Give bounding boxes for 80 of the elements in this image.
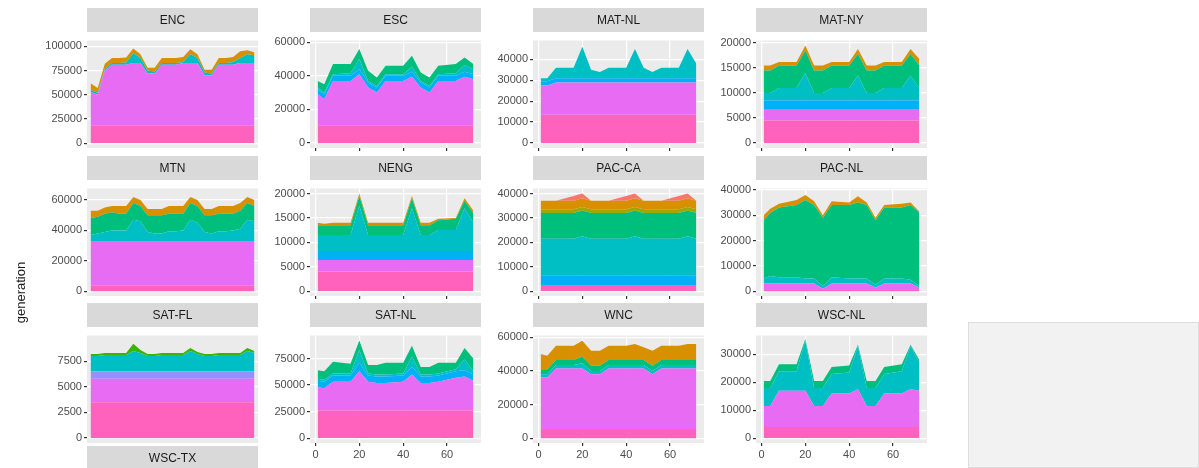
y-tick-label: 10000 — [720, 86, 751, 99]
y-tick-label: 20000 — [274, 102, 305, 115]
y-tick-label: 0 — [298, 284, 305, 297]
y-tick-label: 10000 — [274, 235, 305, 248]
y-tick-label: 30000 — [720, 208, 751, 221]
y-tick-label: 50000 — [274, 378, 305, 391]
chart-title: MAT-NY — [756, 8, 927, 32]
y-tick-label: 0 — [75, 284, 82, 297]
y-tick-label: 40000 — [497, 186, 528, 199]
y-tick-label: 0 — [521, 284, 528, 297]
y-tick-label: 5000 — [726, 111, 751, 124]
y-tick-label: 0 — [298, 136, 305, 148]
y-tick-label: 0 — [298, 431, 305, 444]
y-tick-label: 5000 — [57, 379, 82, 392]
chart-title: WSC-NL — [756, 303, 927, 327]
y-tick-label: 60000 — [274, 35, 305, 48]
y-tick-label: 15000 — [274, 210, 305, 223]
y-tick-label: 10000 — [497, 259, 528, 272]
y-tick-label: 5000 — [280, 259, 305, 272]
y-tick-label: 10000 — [497, 115, 528, 128]
y-tick-label: 60000 — [51, 193, 82, 206]
y-tick-label: 75000 — [51, 63, 82, 76]
y-tick-label: 60000 — [497, 330, 528, 343]
x-tick-label: 20 — [799, 447, 812, 460]
y-tick-label: 30000 — [720, 347, 751, 360]
y-tick-label: 50000 — [51, 87, 82, 100]
x-tick-label: 60 — [663, 447, 677, 460]
y-tick-label: 20000 — [720, 233, 751, 246]
chart-title: SAT-NL — [310, 303, 481, 327]
y-tick-label: 7500 — [57, 354, 82, 367]
text: WSC-TX — [87, 446, 258, 468]
chart-title: ESC — [310, 8, 481, 32]
y-tick-label: 0 — [75, 431, 82, 444]
y-tick-label: 40000 — [720, 182, 751, 195]
y-axis-title: generation — [12, 261, 28, 323]
y-tick-label: 30000 — [497, 73, 528, 86]
y-tick-label: 20000 — [51, 253, 82, 266]
y-tick-label: 25000 — [274, 404, 305, 417]
chart-title: MAT-NL — [533, 8, 704, 32]
x-tick-label: 0 — [758, 447, 765, 460]
x-tick-label: 0 — [535, 447, 542, 460]
y-tick-label: 40000 — [51, 223, 82, 236]
y-tick-label: 0 — [75, 136, 82, 149]
y-tick-label: 0 — [744, 284, 751, 297]
y-tick-label: 75000 — [274, 351, 305, 364]
x-tick-label: 60 — [886, 447, 900, 460]
y-tick-label: 20000 — [497, 94, 528, 107]
y-tick-label: 10000 — [720, 258, 751, 271]
y-tick-label: 20000 — [497, 397, 528, 410]
chart-title: PAC-NL — [756, 156, 927, 180]
y-tick-label: 0 — [521, 431, 528, 444]
y-tick-label: 0 — [744, 136, 751, 149]
y-tick-label: 25000 — [51, 111, 82, 124]
x-tick-label: 20 — [353, 447, 366, 460]
y-tick-label: 10000 — [720, 403, 751, 416]
y-tick-label: 0 — [744, 431, 751, 444]
y-tick-label: 30000 — [497, 210, 528, 223]
chart-title: WNC — [533, 303, 704, 327]
chart-title: PAC-CA — [533, 156, 704, 180]
chart-title: NENG — [310, 156, 481, 180]
y-tick-label: 100000 — [45, 39, 82, 52]
x-tick-label: 0 — [312, 447, 319, 460]
chart-title: ENC — [87, 8, 258, 32]
y-tick-label: 20000 — [274, 186, 305, 199]
y-tick-label: 20000 — [720, 36, 751, 49]
y-tick-label: 15000 — [720, 61, 751, 74]
chart-title: SAT-FL — [87, 303, 258, 327]
y-tick-label: 20000 — [497, 235, 528, 248]
y-tick-label: 40000 — [274, 68, 305, 81]
y-tick-label: 20000 — [720, 375, 751, 388]
y-tick-label: 40000 — [497, 52, 528, 65]
x-tick-label: 40 — [620, 447, 633, 460]
x-tick-label: 40 — [397, 447, 410, 460]
x-tick-label: 20 — [576, 447, 589, 460]
chart-title: MTN — [87, 156, 258, 180]
y-tick-label: 2500 — [57, 405, 82, 418]
y-tick-label: 0 — [521, 136, 528, 149]
x-tick-label: 40 — [843, 447, 856, 460]
x-tick-label: 60 — [440, 447, 454, 460]
y-tick-label: 40000 — [497, 363, 528, 376]
